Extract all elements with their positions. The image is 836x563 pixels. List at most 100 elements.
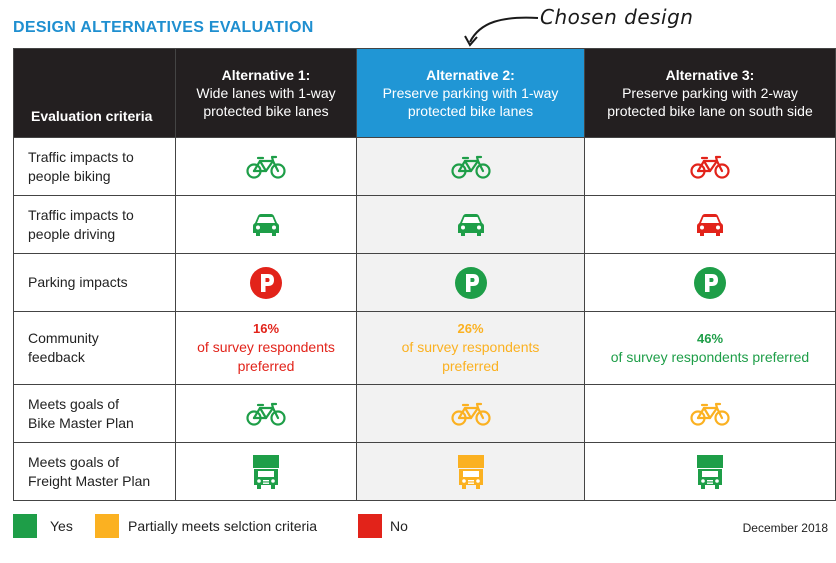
criteria-line: feedback xyxy=(28,349,85,365)
alternative-title: Alternative 1: xyxy=(221,67,311,83)
header-row: Evaluation criteria Alternative 1: Wide … xyxy=(13,48,836,138)
rating-cell xyxy=(175,384,357,443)
criteria-cell: Parking impacts xyxy=(13,253,176,312)
alternative-title: Alternative 2: xyxy=(426,67,515,83)
rating-partial-indicator xyxy=(585,401,835,427)
feedback-percent: 46% xyxy=(696,330,724,346)
rating-cell xyxy=(584,384,836,443)
feedback-text: preferred xyxy=(237,358,295,374)
rating-cell xyxy=(175,442,357,501)
rating-cell xyxy=(356,195,585,254)
table-row: Meets goals of Bike Master Plan xyxy=(13,384,836,443)
bicycle-icon xyxy=(246,155,286,179)
rating-cell xyxy=(175,253,357,312)
rating-yes-indicator xyxy=(176,401,356,427)
criteria-cell: Community feedback xyxy=(13,311,176,385)
criteria-cell: Traffic impacts to people driving xyxy=(13,195,176,254)
criteria-line: people driving xyxy=(28,225,116,242)
bicycle-icon xyxy=(690,402,730,426)
legend-partial-label: Partially meets selction criteria xyxy=(128,518,318,534)
rating-no-indicator xyxy=(585,154,835,180)
rating-no-indicator xyxy=(176,266,356,300)
alternative-1-header: Alternative 1: Wide lanes with 1-way pro… xyxy=(175,48,357,138)
criteria-line: people biking xyxy=(28,167,111,184)
feedback-text: preferred xyxy=(442,358,499,374)
parking-icon xyxy=(454,266,487,299)
rating-yes-indicator xyxy=(176,454,356,490)
arrow-icon xyxy=(464,16,539,47)
rating-no-indicator xyxy=(585,212,835,238)
evaluation-table: Evaluation criteria Alternative 1: Wide … xyxy=(13,48,836,501)
rating-cell xyxy=(356,384,585,443)
criteria-line: Traffic impacts to xyxy=(28,148,134,165)
legend-yes-swatch xyxy=(13,514,37,538)
rating-yes-indicator xyxy=(585,266,835,300)
rating-cell xyxy=(584,195,836,254)
car-icon xyxy=(697,213,723,236)
criteria-line: Bike Master Plan xyxy=(28,414,134,431)
rating-yes-indicator xyxy=(357,212,584,238)
criteria-cell: Meets goals of Freight Master Plan xyxy=(13,442,176,501)
feedback-text: of survey respondents preferred xyxy=(610,348,810,365)
chosen-design-annotation: Chosen design xyxy=(540,5,694,29)
rating-partial-indicator xyxy=(357,401,584,427)
criteria-line: Freight Master Plan xyxy=(28,472,151,489)
car-icon xyxy=(457,213,484,236)
feedback-percent: 26% xyxy=(457,321,484,336)
feedback-cell: 16% of survey respondents preferred xyxy=(175,311,357,385)
legend-partial-swatch xyxy=(95,514,119,538)
rating-cell xyxy=(356,137,585,196)
alternative-desc-line2: protected bike lanes xyxy=(407,103,534,119)
feedback-percent: 16% xyxy=(252,321,280,336)
rating-cell xyxy=(356,442,585,501)
bicycle-icon xyxy=(450,155,491,179)
legend-no-swatch xyxy=(358,514,382,538)
car-icon xyxy=(253,213,279,236)
page-title: DESIGN ALTERNATIVES EVALUATION xyxy=(13,19,314,36)
truck-icon xyxy=(697,454,723,489)
feedback-text: of survey respondents xyxy=(401,339,540,355)
rating-yes-indicator xyxy=(357,266,584,300)
table-row: Parking impacts xyxy=(13,253,836,312)
rating-partial-indicator xyxy=(357,454,584,490)
alternative-desc-line1: Wide lanes with 1-way xyxy=(196,85,336,101)
rating-yes-indicator xyxy=(357,154,584,180)
rating-cell xyxy=(584,137,836,196)
parking-icon xyxy=(694,266,726,299)
rating-cell xyxy=(356,253,585,312)
legend-no-label: No xyxy=(390,518,408,534)
rating-yes-indicator xyxy=(176,212,356,238)
feedback-text: of survey respondents xyxy=(197,339,335,355)
rating-yes-indicator xyxy=(585,454,835,490)
truck-icon xyxy=(253,454,279,489)
truck-icon xyxy=(457,454,484,489)
criteria-cell: Meets goals of Bike Master Plan xyxy=(13,384,176,443)
feedback-cell: 46% of survey respondents preferred xyxy=(584,311,836,385)
criteria-cell: Traffic impacts to people biking xyxy=(13,137,176,196)
rating-cell xyxy=(175,137,357,196)
table-row: Traffic impacts to people driving xyxy=(13,195,836,254)
rating-yes-indicator xyxy=(176,154,356,180)
alternative-desc-line2: protected bike lane on south side xyxy=(607,103,813,119)
criteria-line: Community xyxy=(28,330,99,346)
rating-cell xyxy=(175,195,357,254)
criteria-line: Parking impacts xyxy=(28,274,128,290)
criteria-line: Traffic impacts to xyxy=(28,206,134,223)
criteria-line: Meets goals of xyxy=(28,395,120,412)
criteria-line: Meets goals of xyxy=(28,453,120,470)
table-row: Community feedback 16% of survey respond… xyxy=(13,311,836,385)
alternative-desc-line2: protected bike lanes xyxy=(203,103,329,119)
rating-cell xyxy=(584,442,836,501)
alternative-3-header: Alternative 3: Preserve parking with 2-w… xyxy=(584,48,836,138)
feedback-cell: 26% of survey respondents preferred xyxy=(356,311,585,385)
bicycle-icon xyxy=(246,402,286,426)
criteria-header: Evaluation criteria xyxy=(13,48,176,138)
date-label: December 2018 xyxy=(742,521,828,535)
bicycle-icon xyxy=(690,155,730,179)
alternative-desc-line1: Preserve parking with 1-way xyxy=(382,85,559,101)
alternative-title: Alternative 3: xyxy=(665,67,755,83)
alternative-desc-line1: Preserve parking with 2-way xyxy=(622,85,798,101)
table-row: Meets goals of Freight Master Plan xyxy=(13,442,836,501)
alternative-2-header: Alternative 2: Preserve parking with 1-w… xyxy=(356,48,585,138)
table-row: Traffic impacts to people biking xyxy=(13,137,836,196)
